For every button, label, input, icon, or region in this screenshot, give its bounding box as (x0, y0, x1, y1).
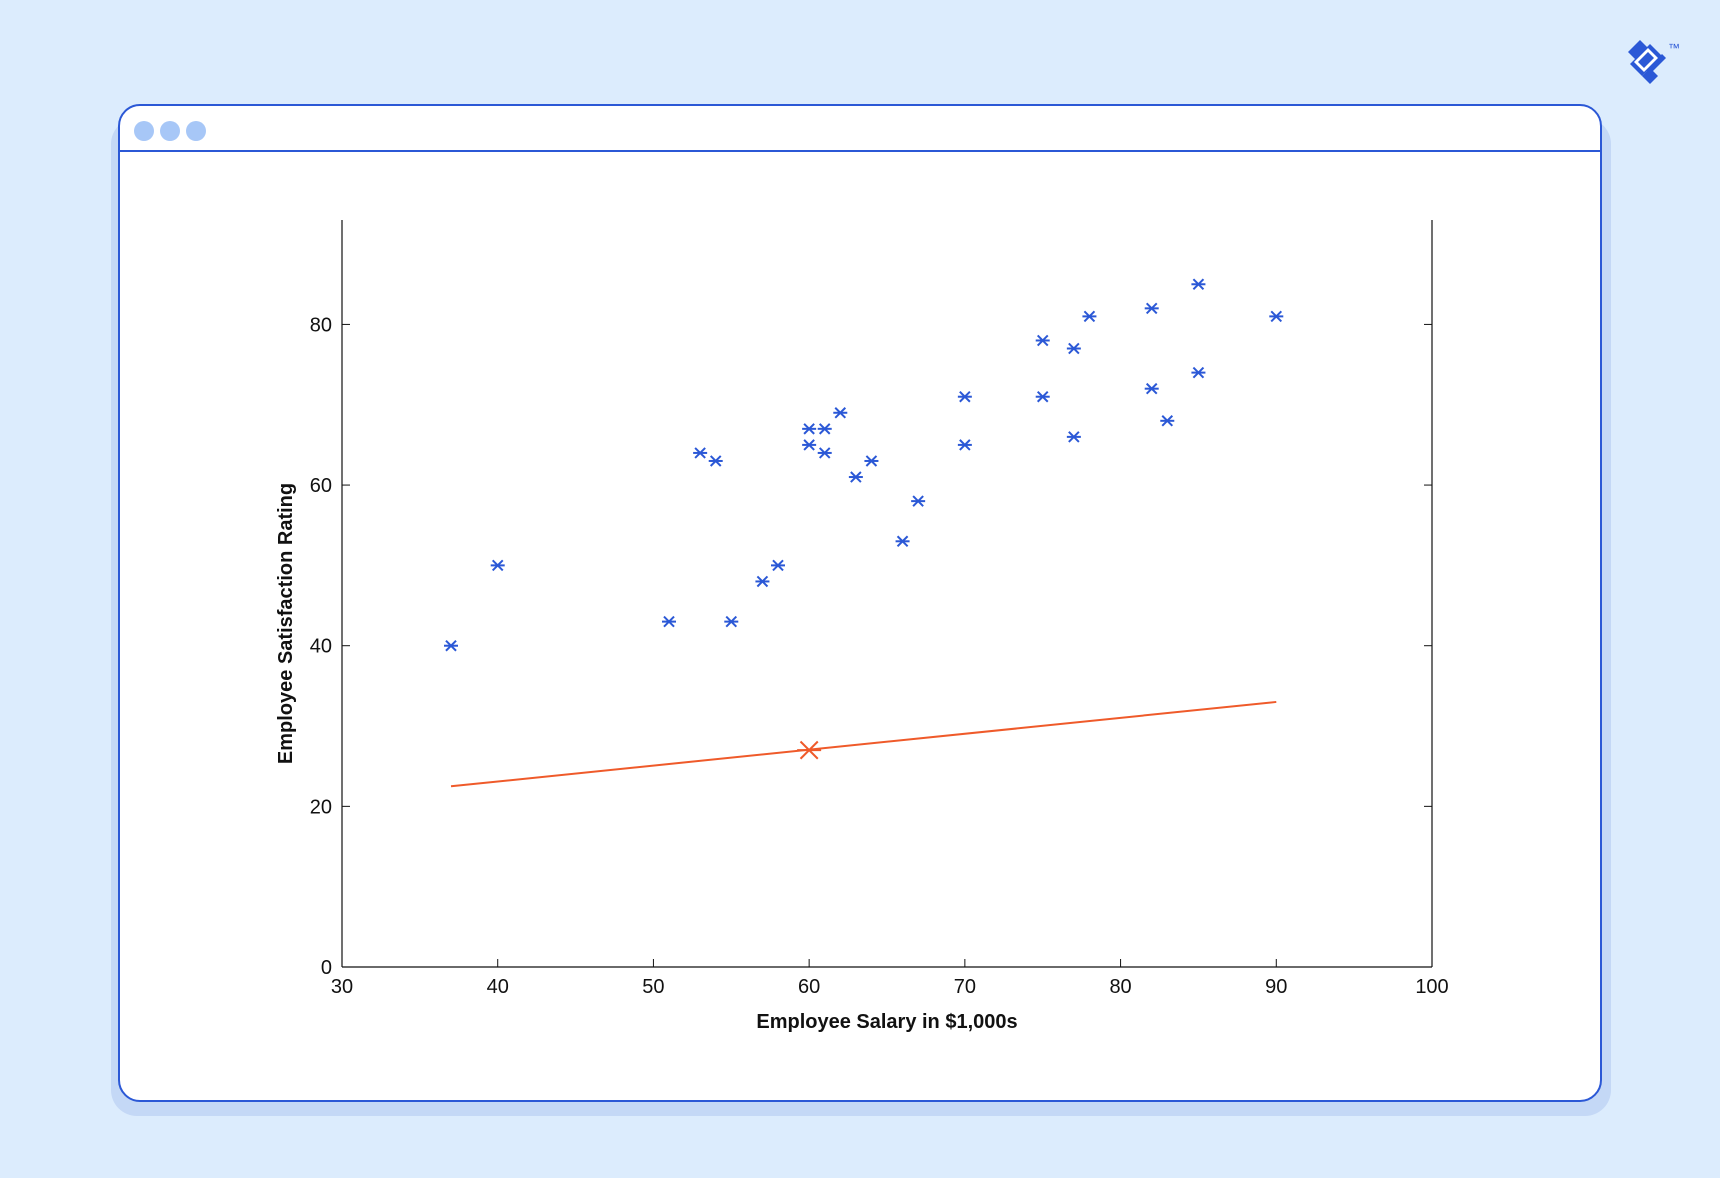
x-tick-label: 70 (954, 976, 976, 998)
y-tick-label: 20 (310, 796, 332, 818)
data-point (724, 615, 739, 628)
data-point (662, 615, 676, 628)
x-tick-label: 50 (642, 976, 664, 998)
data-point (848, 471, 863, 483)
data-point (1082, 310, 1097, 323)
window-titlebar (120, 106, 1600, 152)
y-tick-label: 0 (321, 957, 332, 979)
data-point (708, 455, 723, 467)
browser-window (118, 104, 1602, 1102)
data-point (957, 439, 972, 451)
data-point (693, 447, 708, 459)
x-tick-label: 90 (1265, 976, 1287, 998)
x-axis-label: Employee Salary in $1,000s (756, 1011, 1017, 1033)
y-tick-label: 40 (310, 636, 332, 658)
x-tick-label: 30 (331, 976, 353, 998)
data-point (1269, 310, 1284, 323)
data-point (1144, 382, 1159, 395)
data-point (1066, 342, 1081, 355)
x-tick-label: 100 (1415, 976, 1448, 998)
data-point (817, 447, 832, 459)
data-point (802, 439, 817, 451)
data-point (1035, 390, 1050, 403)
window-control-dot[interactable] (160, 121, 180, 141)
data-point (1035, 334, 1050, 347)
data-point (1066, 431, 1081, 443)
window-control-dot[interactable] (186, 121, 206, 141)
data-point (833, 407, 848, 419)
y-tick-label: 80 (310, 314, 332, 336)
fit-line (450, 700, 1277, 788)
y-axis-label: Employee Satisfaction Rating (275, 483, 297, 764)
highlight-point (797, 740, 822, 760)
data-point (1191, 366, 1206, 379)
x-tick-label: 80 (1109, 976, 1131, 998)
data-point (755, 575, 770, 588)
toptal-logo-icon: ™ (1628, 40, 1680, 84)
data-point (1144, 302, 1159, 315)
data-point (957, 390, 972, 403)
data-point (817, 423, 832, 435)
data-point (911, 495, 926, 507)
data-point (444, 639, 458, 652)
trademark-label: ™ (1668, 41, 1680, 55)
window-control-dot[interactable] (134, 121, 154, 141)
data-point (1191, 278, 1206, 291)
data-point (771, 559, 785, 572)
data-point (1160, 415, 1175, 427)
data-point (490, 559, 505, 572)
x-tick-label: 60 (798, 976, 820, 998)
data-point (895, 535, 910, 548)
y-tick-label: 60 (310, 475, 332, 497)
data-point (802, 423, 817, 435)
x-tick-label: 40 (487, 976, 509, 998)
data-point (864, 455, 879, 467)
